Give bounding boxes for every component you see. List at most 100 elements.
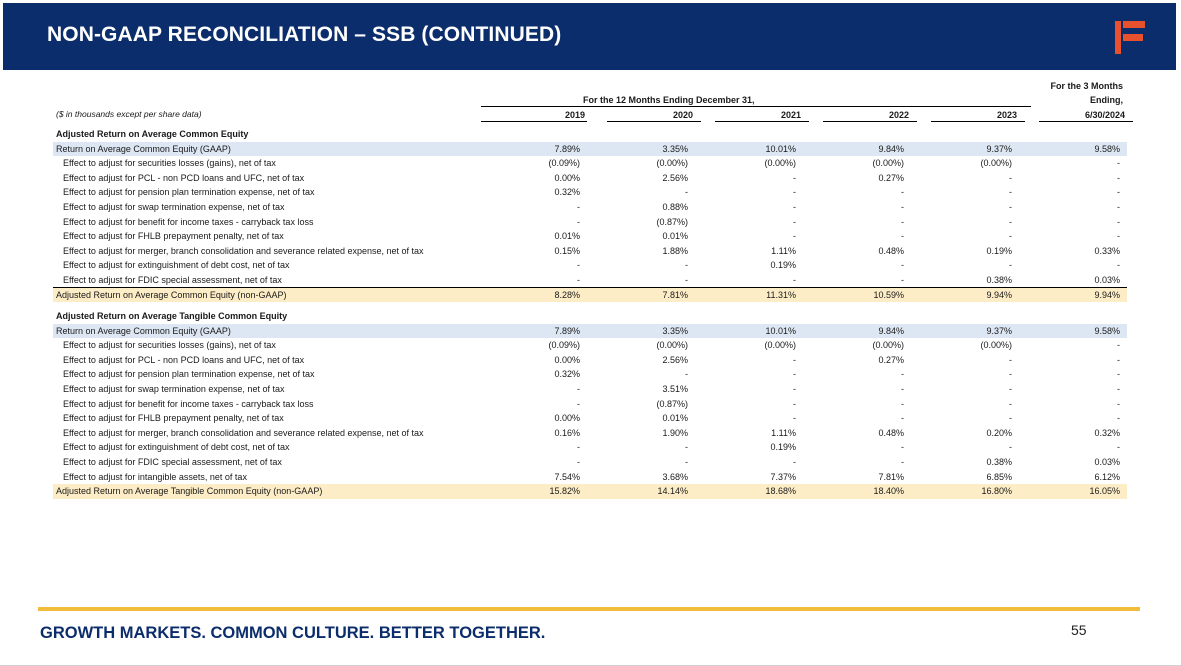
row-value: 3.51% [662, 384, 688, 394]
row-value: (0.00%) [872, 158, 904, 169]
row-value: 0.38% [986, 275, 1012, 285]
row-value: 1.90% [662, 427, 688, 438]
row-value: 1.11% [771, 427, 796, 438]
period-header: For the 12 Months Ending December 31, [583, 95, 755, 105]
row-value: - [1009, 172, 1012, 183]
row-value: 6.12% [1094, 471, 1120, 482]
row-value: - [1009, 369, 1012, 380]
row-value: 6.85% [986, 471, 1012, 482]
row-label: Adjusted Return on Average Common Equity [56, 129, 249, 139]
row-label: Effect to adjust for extinguishment of d… [63, 260, 290, 271]
row-label: Effect to adjust for merger, branch cons… [63, 245, 424, 256]
row-value: - [1117, 187, 1120, 198]
row-value: - [685, 457, 688, 467]
row-label: Adjusted Return on Average Common Equity… [56, 289, 287, 300]
row-value: 0.27% [878, 172, 904, 183]
header-bar [3, 3, 1176, 70]
row-value: - [1009, 231, 1012, 242]
row-value: - [793, 231, 796, 242]
row-value: 0.48% [878, 427, 904, 438]
row-label: Effect to adjust for securities losses (… [63, 158, 276, 169]
row-value: 0.00% [554, 413, 580, 424]
table-row: Effect to adjust for merger, branch cons… [53, 426, 1127, 441]
row-value: (0.00%) [656, 340, 688, 351]
row-value: - [1009, 384, 1012, 394]
row-value: 0.00% [554, 172, 580, 183]
row-value: - [901, 457, 904, 467]
row-value: 10.01% [765, 325, 796, 336]
row-value: - [793, 398, 796, 409]
row-value: - [685, 369, 688, 380]
row-value: - [1117, 340, 1120, 351]
row-value: - [1117, 369, 1120, 380]
total-row: Adjusted Return on Average Tangible Comm… [53, 484, 1127, 499]
row-value: - [1117, 158, 1120, 169]
ytd-header-line-2: Ending, [1090, 95, 1123, 105]
row-value: 9.84% [878, 325, 904, 336]
row-value: 9.37% [986, 325, 1012, 336]
row-value: - [901, 187, 904, 198]
row-value: - [1117, 413, 1120, 424]
row-value: 0.27% [878, 354, 904, 365]
row-label: Effect to adjust for FHLB prepayment pen… [63, 413, 284, 424]
table-row: Effect to adjust for pension plan termin… [53, 185, 1127, 200]
row-value: - [793, 187, 796, 198]
table-row: Effect to adjust for FHLB prepayment pen… [53, 411, 1127, 426]
row-value: 0.88% [662, 202, 688, 212]
table-row: Effect to adjust for benefit for income … [53, 215, 1127, 230]
row-value: (0.09%) [548, 158, 580, 169]
column-header-rule [481, 121, 587, 122]
row-value: - [577, 202, 580, 212]
row-value: 0.33% [1094, 245, 1120, 256]
row-value: - [1117, 231, 1120, 242]
row-value: - [793, 369, 796, 380]
table-row: Effect to adjust for FDIC special assess… [53, 455, 1127, 470]
row-value: 0.01% [662, 413, 688, 424]
column-header: 6/30/2024 [1084, 110, 1125, 120]
column-header: 2020 [672, 110, 693, 120]
table-row: Effect to adjust for FDIC special assess… [53, 273, 1127, 288]
row-label: Return on Average Common Equity (GAAP) [56, 325, 231, 336]
row-value: (0.00%) [764, 158, 796, 169]
row-value: - [1009, 398, 1012, 409]
row-value: (0.00%) [980, 340, 1012, 351]
row-value: - [1009, 202, 1012, 212]
row-value: 7.81% [878, 471, 904, 482]
footer-tagline: GROWTH MARKETS. COMMON CULTURE. BETTER T… [40, 624, 546, 642]
table-row: Effect to adjust for pension plan termin… [53, 367, 1127, 382]
table-row: Effect to adjust for intangible assets, … [53, 470, 1127, 485]
row-value: (0.00%) [980, 158, 1012, 169]
row-value: - [793, 216, 796, 227]
row-value: 16.05% [1089, 486, 1120, 497]
row-value: 0.03% [1094, 275, 1120, 285]
row-label: Effect to adjust for swap termination ex… [63, 202, 285, 212]
page-number: 55 [1071, 622, 1087, 638]
row-value: - [901, 442, 904, 453]
row-value: 3.35% [662, 143, 688, 154]
row-label: Effect to adjust for pension plan termin… [63, 187, 315, 198]
row-value: - [793, 202, 796, 212]
row-value: 0.32% [1094, 427, 1120, 438]
row-value: 9.94% [1094, 289, 1120, 300]
row-value: 0.19% [770, 442, 796, 453]
row-value: (0.00%) [764, 340, 796, 351]
row-value: - [901, 369, 904, 380]
row-value: 0.01% [662, 231, 688, 242]
row-value: - [1009, 260, 1012, 271]
row-value: - [685, 260, 688, 271]
row-value: 9.37% [986, 143, 1012, 154]
row-label: Effect to adjust for benefit for income … [63, 398, 314, 409]
row-value: - [1117, 354, 1120, 365]
row-value: - [577, 457, 580, 467]
row-label: Return on Average Common Equity (GAAP) [56, 143, 231, 154]
row-value: 0.48% [878, 245, 904, 256]
total-row: Adjusted Return on Average Common Equity… [53, 287, 1127, 303]
table-row: Effect to adjust for extinguishment of d… [53, 440, 1127, 455]
row-value: 0.03% [1094, 457, 1120, 467]
column-header-rule [1039, 121, 1133, 122]
row-value: - [577, 260, 580, 271]
column-header: 2023 [996, 110, 1017, 120]
row-value: 7.89% [554, 143, 580, 154]
row-value: - [901, 413, 904, 424]
